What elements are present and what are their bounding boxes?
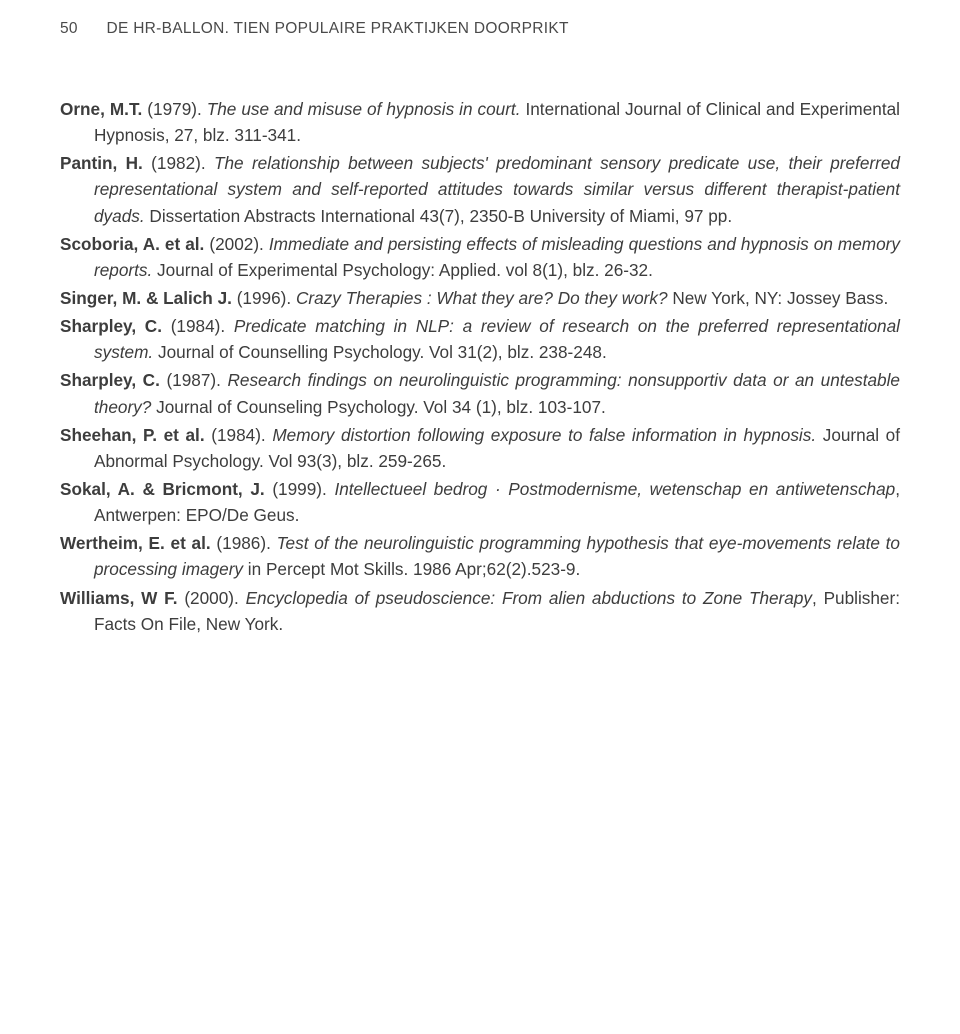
reference-author: Wertheim, E. et al.	[60, 533, 211, 553]
reference-year: (1987).	[166, 370, 220, 390]
page-number: 50	[60, 20, 78, 38]
reference-title: Crazy Therapies : What they are? Do they…	[296, 288, 668, 308]
reference-entry: Wertheim, E. et al. (1986). Test of the …	[60, 530, 900, 582]
reference-year: (2002).	[209, 234, 263, 254]
running-header: 50 DE HR-BALLON. TIEN POPULAIRE PRAKTIJK…	[60, 20, 900, 38]
reference-author: Sokal, A. & Bricmont, J.	[60, 479, 265, 499]
reference-entry: Williams, W F. (2000). Encyclopedia of p…	[60, 585, 900, 637]
reference-entry: Sharpley, C. (1987). Research findings o…	[60, 367, 900, 419]
reference-year: (1979).	[147, 99, 201, 119]
reference-entry: Sokal, A. & Bricmont, J. (1999). Intelle…	[60, 476, 900, 528]
reference-title: Encyclopedia of pseudoscience: From alie…	[246, 588, 812, 608]
reference-tail: Journal of Counselling Psychology. Vol 3…	[153, 342, 607, 362]
page-container: 50 DE HR-BALLON. TIEN POPULAIRE PRAKTIJK…	[0, 0, 960, 679]
reference-tail: Journal of Experimental Psychology: Appl…	[152, 260, 653, 280]
reference-year: (1984).	[211, 425, 265, 445]
reference-author: Sheehan, P. et al.	[60, 425, 205, 445]
reference-title: Memory distortion following exposure to …	[272, 425, 816, 445]
reference-entry: Singer, M. & Lalich J. (1996). Crazy The…	[60, 285, 900, 311]
reference-tail: Journal of Counseling Psychology. Vol 34…	[151, 397, 605, 417]
reference-entry: Sheehan, P. et al. (1984). Memory distor…	[60, 422, 900, 474]
reference-year: (1996).	[237, 288, 291, 308]
reference-author: Sharpley, C.	[60, 370, 160, 390]
reference-entry: Scoboria, A. et al. (2002). Immediate an…	[60, 231, 900, 283]
reference-author: Scoboria, A. et al.	[60, 234, 204, 254]
reference-year: (2000).	[184, 588, 238, 608]
reference-list: Orne, M.T. (1979). The use and misuse of…	[60, 96, 900, 637]
reference-tail: in Percept Mot Skills. 1986 Apr;62(2).52…	[243, 559, 580, 579]
running-title: DE HR-BALLON. TIEN POPULAIRE PRAKTIJKEN …	[106, 20, 568, 37]
reference-entry: Sharpley, C. (1984). Predicate matching …	[60, 313, 900, 365]
reference-year: (1982).	[151, 153, 205, 173]
reference-tail: Dissertation Abstracts International 43(…	[145, 206, 733, 226]
reference-year: (1986).	[216, 533, 270, 553]
reference-author: Williams, W F.	[60, 588, 178, 608]
reference-title: Intellectueel bedrog · Postmodernisme, w…	[334, 479, 895, 499]
reference-entry: Pantin, H. (1982). The relationship betw…	[60, 150, 900, 228]
reference-entry: Orne, M.T. (1979). The use and misuse of…	[60, 96, 900, 148]
reference-tail: New York, NY: Jossey Bass.	[668, 288, 889, 308]
reference-author: Pantin, H.	[60, 153, 143, 173]
reference-author: Sharpley, C.	[60, 316, 162, 336]
reference-author: Orne, M.T.	[60, 99, 142, 119]
reference-title: The use and misuse of hypnosis in court.	[207, 99, 521, 119]
reference-year: (1999).	[272, 479, 326, 499]
reference-year: (1984).	[171, 316, 225, 336]
reference-author: Singer, M. & Lalich J.	[60, 288, 232, 308]
